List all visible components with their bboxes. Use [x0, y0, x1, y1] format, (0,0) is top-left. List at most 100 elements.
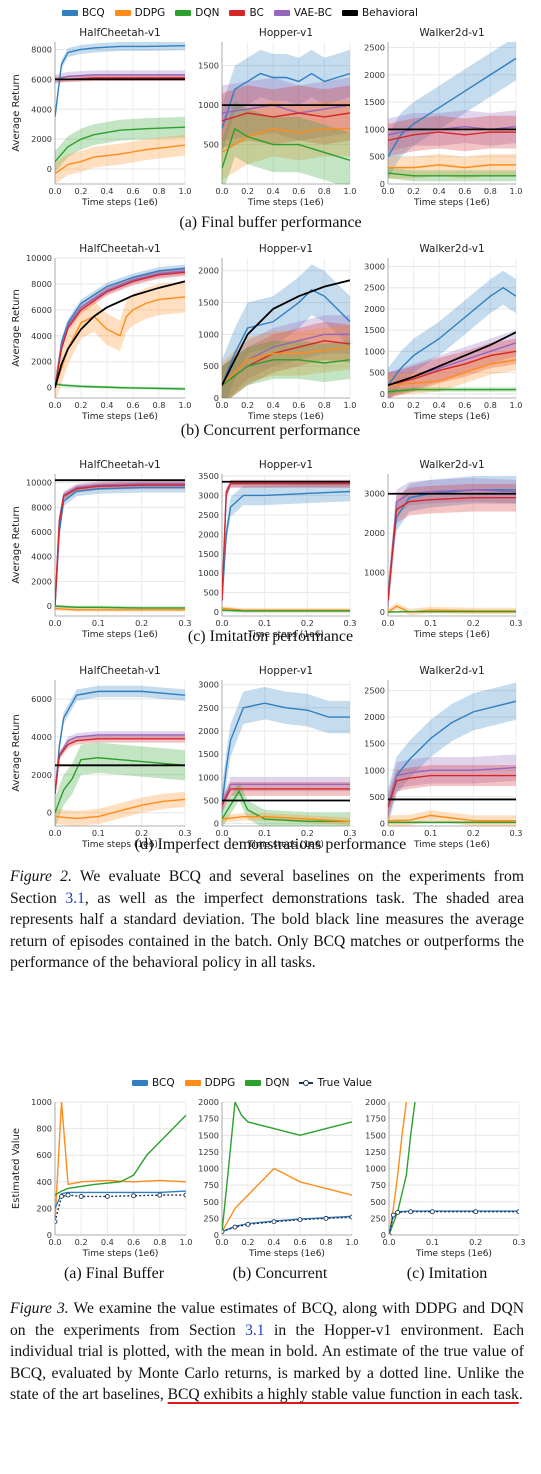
y-tick-label: 0 — [380, 179, 385, 189]
line-vae-bc — [222, 104, 350, 114]
figure-3-legend: BCQ DDPG DQN True Value — [132, 1077, 372, 1089]
y-tick-label: 6000 — [31, 694, 52, 704]
band-ddpg — [222, 324, 350, 398]
legend-label: BC — [249, 7, 264, 19]
point-true-value — [222, 1229, 225, 1235]
y-tick-label: 10000 — [26, 253, 52, 263]
point-true-value — [55, 1219, 58, 1225]
line-dqn — [222, 789, 350, 823]
band-bcq — [55, 264, 185, 392]
legend-swatch — [184, 1080, 201, 1086]
legend-swatch — [273, 10, 290, 16]
legend-label: BCQ — [82, 7, 105, 19]
y-tick-label: 0 — [380, 818, 385, 828]
chart-title: Walker2d-v1 — [419, 665, 484, 677]
y-tick-label: 1000 — [198, 772, 219, 782]
y-tick-label: 250 — [203, 1213, 219, 1223]
point-true-value — [245, 1221, 251, 1227]
y-axis-label: Average Return — [11, 74, 22, 151]
legend-item-bcq: BCQ — [132, 1077, 175, 1089]
y-tick-label: 8000 — [31, 44, 52, 54]
x-tick-label: 0.0 — [382, 1237, 395, 1247]
figure-2-legend: BCQ DDPG DQN BC VAE-BC Behavioral — [62, 7, 418, 19]
x-tick-label: 0.4 — [433, 186, 446, 196]
legend-item-ddpg: DDPG — [114, 7, 165, 19]
line-dqn — [222, 609, 350, 612]
line-bcq — [55, 45, 185, 117]
band-ddpg — [388, 349, 516, 396]
point-true-value — [323, 1215, 329, 1221]
series-group — [222, 1102, 352, 1235]
y-tick-label: 2000 — [31, 357, 52, 367]
plot-area — [388, 42, 516, 184]
x-tick-label: 0.6 — [292, 400, 305, 410]
y-tick-label: 1500 — [198, 298, 219, 308]
section-ref-link[interactable]: 3.1 — [245, 1321, 265, 1339]
band-bcq — [222, 481, 350, 611]
y-tick-label: 0 — [47, 601, 52, 611]
line-dqn — [55, 383, 185, 390]
line-bcq — [222, 702, 350, 806]
band-dqn — [222, 340, 350, 398]
x-tick-label: 0.2 — [74, 186, 87, 196]
x-axis-label: Time steps (1e6) — [81, 198, 158, 208]
x-tick-label: 0.8 — [152, 400, 165, 410]
y-tick-label: 1500 — [198, 1130, 219, 1140]
y-tick-label: 4000 — [31, 331, 52, 341]
y-tick-label: 4000 — [31, 104, 52, 114]
line-dqn — [55, 605, 185, 609]
y-tick-label: 1000 — [31, 1097, 52, 1107]
x-tick-label: 0.3 — [343, 618, 356, 628]
y-tick-label: 2000 — [198, 529, 219, 539]
point-true-value — [183, 1192, 186, 1198]
x-tick-label: 0.2 — [467, 618, 480, 628]
legend-label: True Value — [317, 1077, 372, 1089]
point-true-value — [271, 1219, 277, 1225]
y-tick-label: 1000 — [198, 1164, 219, 1174]
series-group — [55, 42, 185, 184]
y-tick-label: 0 — [214, 819, 219, 829]
legend-label: DQN — [265, 1077, 290, 1089]
y-tick-label: 2000 — [31, 770, 52, 780]
x-axis-label: Time steps (1e6) — [413, 412, 490, 422]
legend-swatch — [245, 1080, 262, 1086]
x-axis-label: Time steps (1e6) — [81, 630, 158, 640]
series-group — [222, 686, 350, 826]
plot-area — [55, 1102, 186, 1235]
chart-title: Hopper-v1 — [259, 665, 313, 677]
chart-title: Walker2d-v1 — [419, 27, 484, 39]
line-bc — [388, 131, 516, 141]
subfigure-caption-a: (a) Final buffer performance — [179, 214, 362, 231]
point-true-value — [104, 1193, 110, 1199]
figure-3-label: Figure 3. — [10, 1300, 69, 1317]
line-vae-bc — [55, 270, 185, 388]
chart-title: HalfCheetah-v1 — [79, 243, 160, 255]
chart-b2: 0 500 1000 1500 2000 0.0 0.2 0.4 0.6 0.8 1.0 Hopper… — [198, 243, 356, 422]
y-tick-label: 1000 — [364, 568, 385, 578]
x-tick-label: 0.2 — [241, 186, 254, 196]
series-group — [389, 1102, 519, 1235]
y-tick-label: 2000 — [198, 1097, 219, 1107]
line-ddpg — [388, 359, 516, 386]
x-tick-label: 0.4 — [267, 1237, 280, 1247]
line-behavioral — [222, 279, 350, 386]
line-bc — [388, 350, 516, 386]
figure-3-caption: Figure 3. We examine the value estimates… — [10, 1300, 525, 1404]
y-tick-label: 6000 — [31, 74, 52, 84]
line-dqn — [388, 388, 516, 393]
y-tick-label: 1500 — [364, 97, 385, 107]
section-ref-link[interactable]: 3.1 — [65, 889, 85, 907]
x-tick-label: 0.1 — [424, 828, 437, 838]
x-axis-label: Time steps (1e6) — [81, 840, 158, 850]
y-tick-label: 0 — [47, 808, 52, 818]
point-true-value — [395, 1209, 401, 1215]
y-tick-label: 800 — [36, 1124, 52, 1134]
line-ddpg — [222, 607, 350, 611]
x-tick-label: 0.6 — [458, 186, 471, 196]
series-group — [222, 264, 350, 398]
line-ddpg — [55, 144, 185, 175]
band-bcq — [388, 270, 516, 398]
legend-swatch — [341, 10, 358, 16]
x-axis-label: Time steps (1e6) — [81, 412, 158, 422]
x-tick-label: 0.4 — [267, 400, 280, 410]
